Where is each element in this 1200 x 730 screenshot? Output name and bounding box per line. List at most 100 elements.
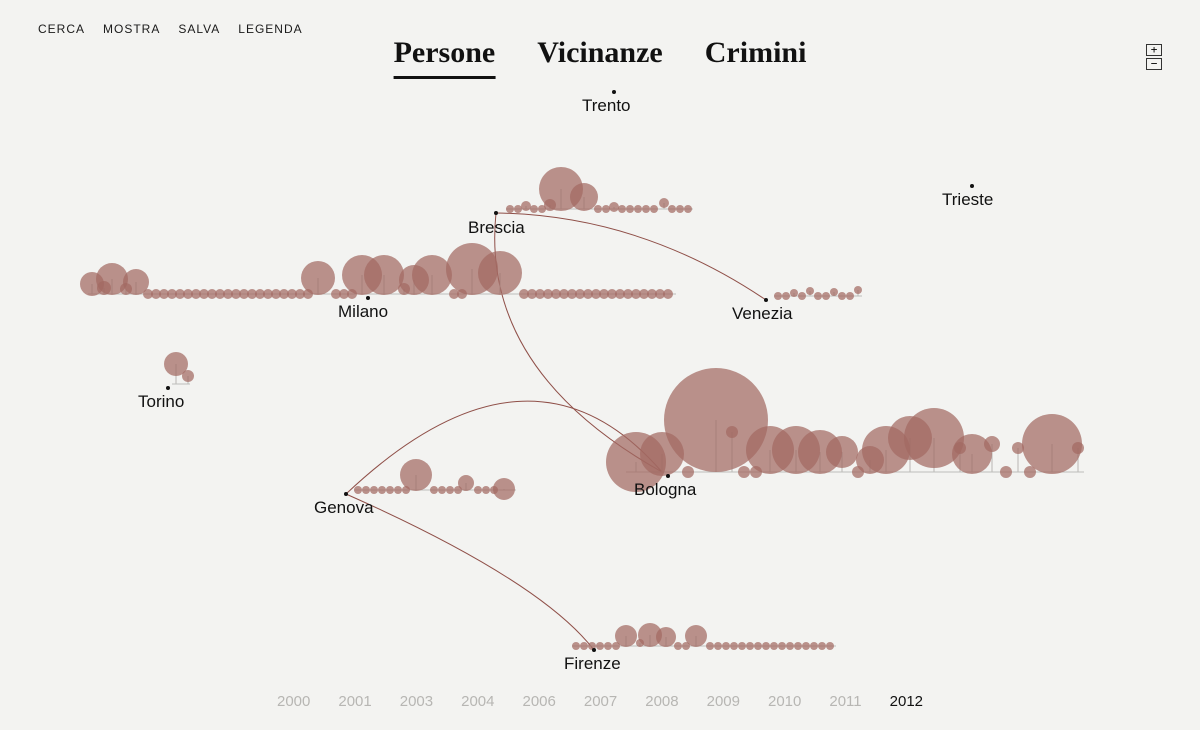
data-bubble[interactable] — [474, 486, 482, 494]
timeline-year-2003[interactable]: 2003 — [400, 693, 433, 710]
data-bubble[interactable] — [814, 292, 822, 300]
data-bubble[interactable] — [684, 205, 692, 213]
data-bubble[interactable] — [602, 205, 610, 213]
data-bubble[interactable] — [830, 288, 838, 296]
data-bubble[interactable] — [822, 292, 830, 300]
data-bubble[interactable] — [386, 486, 394, 494]
data-bubble[interactable] — [362, 486, 370, 494]
data-bubble[interactable] — [521, 201, 531, 211]
data-bubble[interactable] — [826, 642, 834, 650]
timeline-year-2011[interactable]: 2011 — [829, 693, 861, 710]
data-bubble[interactable] — [596, 642, 604, 650]
city-label-trento[interactable]: Trento — [582, 96, 631, 116]
data-bubble[interactable] — [782, 292, 790, 300]
data-bubble[interactable] — [493, 478, 515, 500]
data-bubble[interactable] — [838, 292, 846, 300]
data-bubble[interactable] — [806, 287, 814, 295]
data-bubble[interactable] — [594, 205, 602, 213]
data-bubble[interactable] — [802, 642, 810, 650]
data-bubble[interactable] — [394, 486, 402, 494]
data-bubble[interactable] — [609, 202, 619, 212]
data-bubble[interactable] — [754, 642, 762, 650]
data-bubble[interactable] — [642, 205, 650, 213]
data-bubble[interactable] — [790, 289, 798, 297]
timeline-year-2001[interactable]: 2001 — [338, 693, 371, 710]
data-bubble[interactable] — [570, 183, 598, 211]
timeline-year-2012[interactable]: 2012 — [890, 693, 923, 710]
data-bubble[interactable] — [810, 642, 818, 650]
data-bubble[interactable] — [446, 486, 454, 494]
timeline-year-2009[interactable]: 2009 — [707, 693, 740, 710]
city-label-bologna[interactable]: Bologna — [634, 480, 696, 500]
data-bubble[interactable] — [530, 205, 538, 213]
data-bubble[interactable] — [730, 642, 738, 650]
data-bubble[interactable] — [430, 486, 438, 494]
data-bubble[interactable] — [668, 205, 676, 213]
data-bubble[interactable] — [798, 292, 806, 300]
data-bubble[interactable] — [378, 486, 386, 494]
data-bubble[interactable] — [778, 642, 786, 650]
data-bubble[interactable] — [714, 642, 722, 650]
city-label-firenze[interactable]: Firenze — [564, 654, 621, 674]
data-bubble[interactable] — [738, 642, 746, 650]
data-bubble[interactable] — [615, 625, 637, 647]
city-label-venezia[interactable]: Venezia — [732, 304, 793, 324]
data-bubble[interactable] — [354, 486, 362, 494]
data-bubble[interactable] — [370, 486, 378, 494]
data-bubble[interactable] — [301, 261, 335, 295]
data-bubble[interactable] — [794, 642, 802, 650]
data-bubble[interactable] — [846, 292, 854, 300]
data-bubble[interactable] — [659, 198, 669, 208]
data-bubble[interactable] — [738, 466, 750, 478]
city-label-trieste[interactable]: Trieste — [942, 190, 993, 210]
data-bubble[interactable] — [580, 642, 588, 650]
data-bubble[interactable] — [682, 466, 694, 478]
data-bubble[interactable] — [786, 642, 794, 650]
data-bubble[interactable] — [854, 286, 862, 294]
data-bubble[interactable] — [182, 370, 194, 382]
city-label-torino[interactable]: Torino — [138, 392, 184, 412]
data-bubble[interactable] — [818, 642, 826, 650]
data-bubble[interactable] — [572, 642, 580, 650]
timeline-year-2006[interactable]: 2006 — [522, 693, 555, 710]
data-bubble[interactable] — [722, 642, 730, 650]
data-bubble[interactable] — [1022, 414, 1082, 474]
data-bubble[interactable] — [774, 292, 782, 300]
data-bubble[interactable] — [746, 642, 754, 650]
data-bubble[interactable] — [400, 459, 432, 491]
data-bubble[interactable] — [674, 642, 682, 650]
data-bubble[interactable] — [770, 642, 778, 650]
timeline-year-2008[interactable]: 2008 — [645, 693, 678, 710]
timeline-year-2000[interactable]: 2000 — [277, 693, 310, 710]
data-bubble[interactable] — [656, 627, 676, 647]
data-bubble[interactable] — [412, 255, 452, 295]
data-bubble[interactable] — [826, 436, 858, 468]
data-bubble[interactable] — [626, 205, 634, 213]
data-bubble[interactable] — [506, 205, 514, 213]
data-bubble[interactable] — [685, 625, 707, 647]
data-bubble[interactable] — [618, 205, 626, 213]
data-bubble[interactable] — [1000, 466, 1012, 478]
city-label-genova[interactable]: Genova — [314, 498, 374, 518]
city-label-milano[interactable]: Milano — [338, 302, 388, 322]
data-bubble[interactable] — [438, 486, 446, 494]
city-label-brescia[interactable]: Brescia — [468, 218, 525, 238]
data-bubble[interactable] — [762, 642, 770, 650]
timeline[interactable]: 2000 2001 2003 2004 2006 2007 2008 2009 2010 2011… — [277, 693, 923, 710]
data-bubble[interactable] — [514, 205, 522, 213]
data-bubble[interactable] — [726, 426, 738, 438]
timeline-year-2004[interactable]: 2004 — [461, 693, 494, 710]
data-bubble[interactable] — [1072, 442, 1084, 454]
data-bubble[interactable] — [663, 289, 673, 299]
timeline-year-2010[interactable]: 2010 — [768, 693, 801, 710]
data-bubble[interactable] — [984, 436, 1000, 452]
data-bubble[interactable] — [650, 205, 658, 213]
timeline-year-2007[interactable]: 2007 — [584, 693, 617, 710]
data-bubble[interactable] — [458, 475, 474, 491]
data-bubble[interactable] — [478, 251, 522, 295]
data-bubble[interactable] — [676, 205, 684, 213]
data-bubble[interactable] — [634, 205, 642, 213]
data-bubble[interactable] — [706, 642, 714, 650]
data-bubble[interactable] — [604, 642, 612, 650]
data-bubble[interactable] — [482, 486, 490, 494]
